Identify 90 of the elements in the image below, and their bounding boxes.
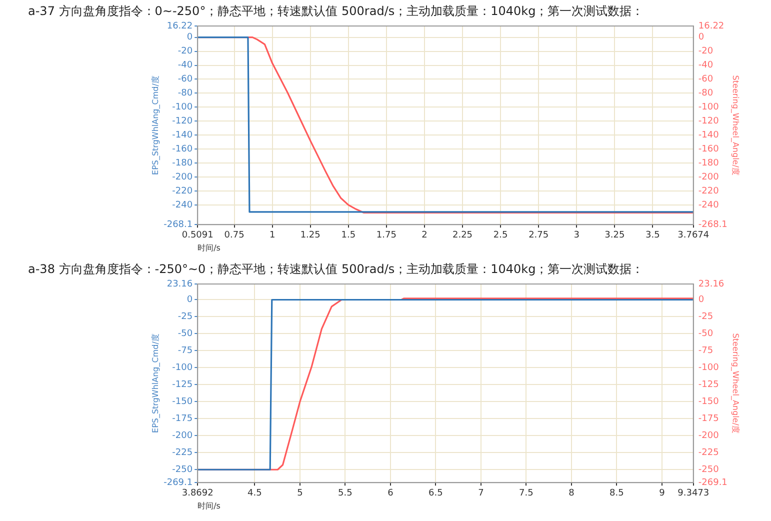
y-tick-label: -225 bbox=[172, 448, 193, 458]
y2-tick-label: -25 bbox=[698, 312, 714, 322]
y-tick-label: -100 bbox=[172, 102, 193, 113]
y2-tick-label: 23.16 bbox=[698, 279, 724, 290]
chart-title: a-37 方向盘角度指令：0~-250°；静态平地；转速默认值 500rad/s；主动加载质量：1040kg；第一次测试数据： bbox=[28, 4, 644, 18]
x-tick-label: 2 bbox=[422, 230, 428, 240]
y-tick-label: -20 bbox=[178, 46, 193, 57]
y-tick-label: -175 bbox=[172, 414, 193, 424]
y-tick-label: 23.16 bbox=[166, 279, 193, 290]
y-tick-label: -269.1 bbox=[164, 478, 193, 488]
x-tick-label: 1 bbox=[269, 230, 276, 240]
x-tick-label: 1.25 bbox=[300, 230, 320, 240]
y-tick-label: -100 bbox=[172, 363, 193, 374]
y-tick-label: -125 bbox=[172, 380, 193, 390]
x-tick-label: 9.3473 bbox=[678, 488, 710, 498]
chart-title: a-38 方向盘角度指令：-250°~0；静态平地；转速默认值 500rad/s；主动加载质量：1040kg；第一次测试数据： bbox=[28, 262, 644, 276]
y-tick-label: -140 bbox=[172, 130, 193, 140]
y-tick-label: -200 bbox=[172, 430, 193, 441]
y-tick-label: -268.1 bbox=[164, 220, 193, 230]
x-tick-label: 0.5091 bbox=[182, 230, 214, 240]
y2-tick-label: 0 bbox=[698, 295, 704, 306]
y2-tick-label: -80 bbox=[698, 88, 714, 99]
x-tick-label: 9 bbox=[659, 488, 666, 498]
y2-axis-title: Steering_Wheel_Angle/度 bbox=[731, 333, 740, 434]
x-tick-label: 2.5 bbox=[493, 230, 508, 240]
x-tick-label: 6 bbox=[388, 488, 394, 498]
y-tick-label: -40 bbox=[178, 60, 193, 71]
x-tick-label: 3 bbox=[574, 230, 580, 240]
y2-tick-label: 16.22 bbox=[698, 21, 724, 32]
x-tick-label: 2.75 bbox=[528, 230, 549, 240]
y2-tick-label: -140 bbox=[698, 130, 720, 140]
y-tick-label: -200 bbox=[172, 172, 193, 182]
y-tick-label: -50 bbox=[178, 329, 193, 340]
y2-tick-label: -200 bbox=[698, 172, 720, 182]
x-tick-label: 4.5 bbox=[248, 488, 262, 498]
x-tick-label: 7.5 bbox=[519, 488, 534, 498]
y2-tick-label: -120 bbox=[698, 116, 720, 126]
y-tick-label: -160 bbox=[172, 144, 193, 154]
x-tick-label: 3.8692 bbox=[182, 488, 214, 498]
y2-tick-label: -180 bbox=[698, 158, 720, 168]
x-tick-label: 3.5 bbox=[646, 230, 660, 240]
y-tick-label: -240 bbox=[172, 200, 193, 210]
y-tick-label: -25 bbox=[178, 312, 193, 322]
y2-tick-label: -225 bbox=[698, 448, 719, 458]
y-axis-title: EPS_StrgWhlAng_Cmd/度 bbox=[150, 334, 160, 433]
y2-tick-label: -175 bbox=[698, 414, 719, 424]
y-tick-label: -150 bbox=[172, 397, 193, 408]
y2-tick-label: -200 bbox=[698, 430, 720, 441]
y2-tick-label: -100 bbox=[698, 102, 720, 113]
y-tick-label: 16.22 bbox=[166, 21, 193, 32]
x-tick-label: 1.75 bbox=[376, 230, 396, 240]
y2-tick-label: -40 bbox=[698, 60, 714, 71]
y-tick-label: -220 bbox=[172, 186, 193, 196]
y-tick-label: -250 bbox=[172, 464, 193, 475]
x-tick-label: 6.5 bbox=[428, 488, 443, 498]
x-tick-label: 8 bbox=[568, 488, 575, 498]
x-tick-label: 0.75 bbox=[224, 230, 244, 240]
y-tick-label: -75 bbox=[178, 346, 193, 356]
x-tick-label: 3.7674 bbox=[678, 230, 710, 240]
y2-tick-label: 0 bbox=[698, 32, 704, 43]
y2-tick-label: -50 bbox=[698, 329, 714, 340]
y2-tick-label: -268.1 bbox=[698, 220, 728, 230]
x-tick-label: 3.25 bbox=[604, 230, 625, 240]
y2-tick-label: -269.1 bbox=[698, 478, 728, 488]
x-tick-label: 2.25 bbox=[452, 230, 473, 240]
y-tick-label: -180 bbox=[172, 158, 193, 168]
x-tick-label: 5.5 bbox=[338, 488, 352, 498]
y-tick-label: -60 bbox=[178, 74, 193, 85]
y-tick-label: 0 bbox=[186, 295, 193, 306]
y2-tick-label: -75 bbox=[698, 346, 714, 356]
y2-axis-title: Steering_Wheel_Angle/度 bbox=[731, 75, 740, 176]
y2-tick-label: -160 bbox=[698, 144, 720, 154]
x-axis-title: 时间/s bbox=[198, 243, 220, 252]
y-tick-label: -120 bbox=[172, 116, 193, 126]
x-axis-title: 时间/s bbox=[198, 501, 220, 510]
y2-tick-label: -20 bbox=[698, 46, 714, 57]
y-axis-title: EPS_StrgWhlAng_Cmd/度 bbox=[150, 76, 160, 175]
y2-tick-label: -125 bbox=[698, 380, 719, 390]
x-tick-label: 1.5 bbox=[341, 230, 356, 240]
y2-tick-label: -150 bbox=[698, 397, 720, 408]
y2-tick-label: -240 bbox=[698, 200, 720, 210]
x-tick-label: 7 bbox=[478, 488, 484, 498]
x-tick-label: 8.5 bbox=[610, 488, 624, 498]
y2-tick-label: -100 bbox=[698, 363, 720, 374]
y-tick-label: 0 bbox=[186, 32, 193, 43]
y2-tick-label: -220 bbox=[698, 186, 720, 196]
y2-tick-label: -250 bbox=[698, 464, 720, 475]
x-tick-label: 5 bbox=[297, 488, 303, 498]
y-tick-label: -80 bbox=[178, 88, 193, 99]
y2-tick-label: -60 bbox=[698, 74, 714, 85]
